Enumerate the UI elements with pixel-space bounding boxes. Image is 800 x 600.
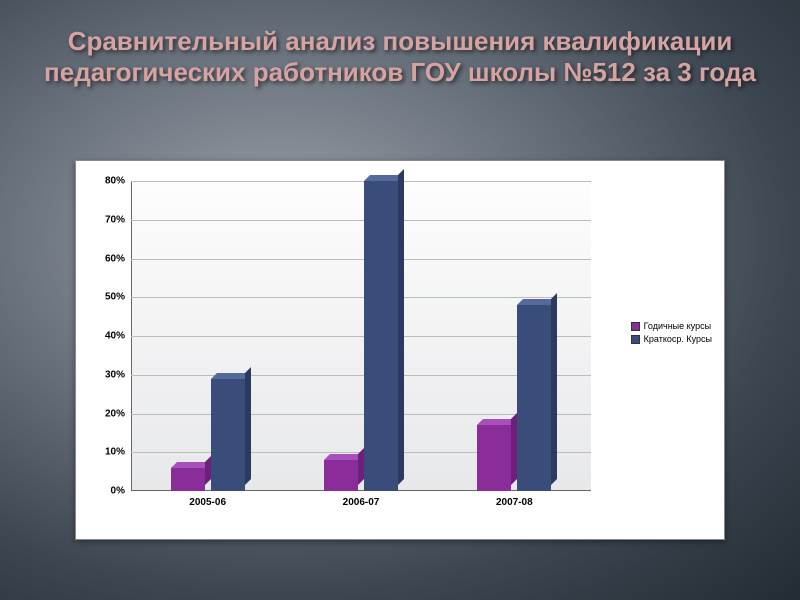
chart-legend: Годичные курсы Краткоср. Курсы: [631, 321, 712, 347]
bar: [211, 379, 245, 491]
slide-title-wrap: Сравнительный анализ повышения квалифика…: [0, 0, 800, 98]
legend-swatch: [631, 335, 640, 344]
gridline: [131, 181, 591, 182]
slide-title: Сравнительный анализ повышения квалифика…: [40, 26, 760, 88]
bar: [324, 460, 358, 491]
gridline: [131, 259, 591, 260]
legend-swatch: [631, 322, 640, 331]
legend-item: Годичные курсы: [631, 321, 712, 331]
bar-side-3d: [398, 169, 404, 485]
x-tick-label: 2006-07: [343, 497, 380, 508]
x-tick-label: 2005-06: [189, 497, 226, 508]
chart-plot: 0%10%20%30%40%50%60%70%80%2005-062006-07…: [131, 181, 591, 491]
legend-label: Годичные курсы: [644, 321, 711, 331]
x-tick-label: 2007-08: [496, 497, 533, 508]
y-tick-label: 50%: [105, 292, 125, 303]
y-tick-label: 40%: [105, 331, 125, 342]
y-tick-label: 70%: [105, 214, 125, 225]
chart-card: 0% 10% 20% 30% 40% 50% 60% 70% 80% 2005-06 2006-07…: [75, 160, 725, 540]
bar: [477, 425, 511, 491]
y-tick-label: 60%: [105, 253, 125, 264]
bar-side-3d: [551, 293, 557, 485]
bar: [364, 181, 398, 491]
y-tick-label: 80%: [105, 176, 125, 187]
bar: [171, 468, 205, 491]
y-tick-label: 10%: [105, 447, 125, 458]
y-tick-label: 30%: [105, 369, 125, 380]
bar-side-3d: [245, 367, 251, 485]
y-tick-label: 20%: [105, 408, 125, 419]
bar: [517, 305, 551, 491]
gridline: [131, 220, 591, 221]
legend-label: Краткоср. Курсы: [644, 334, 712, 344]
legend-item: Краткоср. Курсы: [631, 334, 712, 344]
y-tick-label: 0%: [111, 486, 125, 497]
